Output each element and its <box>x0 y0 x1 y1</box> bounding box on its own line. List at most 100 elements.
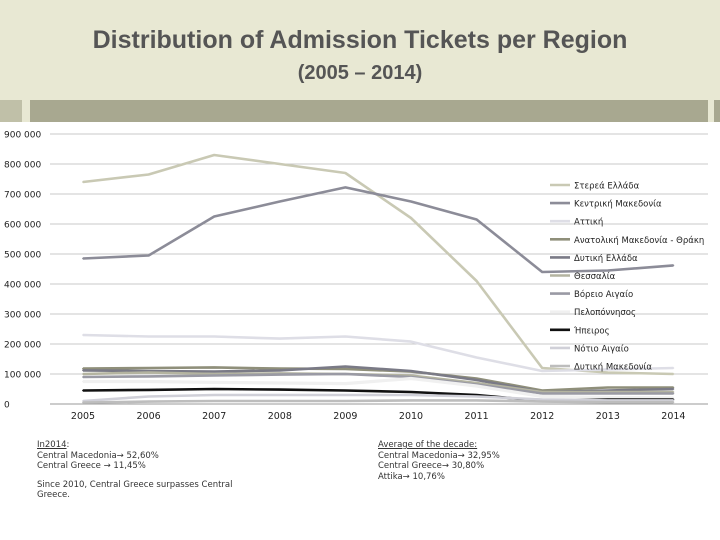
legend: Στερεά Ελλάδα Κεντρική Μακεδονία Αττική Ανα… <box>550 182 704 373</box>
data-point <box>606 399 609 402</box>
data-point <box>344 186 347 189</box>
data-point <box>278 394 281 396</box>
data-point <box>147 389 150 391</box>
note-2014-heading: In2014 <box>37 440 67 450</box>
data-point <box>213 335 216 338</box>
y-tick-label: 100 000 <box>4 371 41 381</box>
data-point <box>410 394 412 396</box>
legend-label: Ανατολική Μακεδονία - Θράκη <box>574 236 704 246</box>
data-point <box>147 335 150 338</box>
data-point <box>213 366 216 369</box>
data-point <box>410 391 412 393</box>
series-line <box>82 372 674 395</box>
data-point <box>606 401 609 404</box>
x-tick-label: 2012 <box>530 411 554 422</box>
data-point <box>344 373 347 375</box>
data-point <box>213 381 216 384</box>
data-point <box>344 400 347 402</box>
data-point <box>147 173 150 176</box>
data-point <box>278 400 281 402</box>
data-point <box>475 280 478 282</box>
data-point <box>606 371 609 374</box>
y-tick-label: 400 000 <box>4 281 41 291</box>
data-point <box>606 392 609 395</box>
data-point <box>147 380 150 383</box>
data-point <box>82 401 84 404</box>
chart-subtitle: (2005 – 2014) <box>297 62 423 84</box>
x-tick-label: 2006 <box>137 411 161 422</box>
data-point <box>672 399 675 402</box>
data-point <box>541 392 544 395</box>
data-point <box>344 368 347 370</box>
note-decade-line1: Central Macedonia→ 32,95% <box>378 450 500 461</box>
legend-label: Βόρειο Αιγαίο <box>574 289 633 300</box>
x-axis-ticks: 2005 2006 2007 2008 2009 2010 2011 2012 2013 2014 <box>71 411 686 422</box>
note-decade-heading: Average of the decade: <box>378 440 478 450</box>
data-point <box>82 181 84 183</box>
data-point <box>213 388 216 390</box>
data-point <box>147 375 150 378</box>
data-point <box>213 400 216 402</box>
data-point <box>410 217 412 219</box>
note-2014-line1: Central Macedonia→ 52,60% <box>37 450 159 461</box>
data-point <box>278 369 281 372</box>
legend-label: Κεντρική Μακεδονία <box>574 200 662 210</box>
note-2014-line3: Since 2010, Central Greece surpasses Cen… <box>37 479 233 501</box>
series-line <box>82 186 674 274</box>
data-point <box>147 254 150 257</box>
x-tick-label: 2011 <box>465 411 489 422</box>
x-tick-label: 2005 <box>71 411 95 422</box>
data-point <box>475 399 478 402</box>
data-point <box>672 392 675 395</box>
x-tick-label: 2007 <box>202 411 226 422</box>
data-point <box>475 395 478 398</box>
data-point <box>672 367 675 369</box>
data-point <box>344 365 347 368</box>
legend-label: Αττική <box>574 218 603 228</box>
data-point <box>475 356 478 359</box>
data-point <box>278 388 281 391</box>
data-point <box>410 377 412 380</box>
x-tick-label: 2010 <box>399 411 423 422</box>
data-point <box>606 269 609 272</box>
data-point <box>213 154 216 156</box>
data-point <box>606 396 609 399</box>
data-point <box>278 382 281 384</box>
data-point <box>278 337 281 340</box>
y-tick-label: 300 000 <box>4 311 41 321</box>
x-tick-label: 2014 <box>661 411 685 422</box>
data-point <box>475 379 478 381</box>
note-2014-line2: Central Greece → 11,45% <box>37 461 146 471</box>
legend-label: Στερεά Ελλάδα <box>574 182 640 192</box>
series-line <box>83 376 674 400</box>
data-point <box>672 388 675 390</box>
data-point <box>410 200 412 203</box>
series-line <box>82 366 674 392</box>
note-2014-colon: : <box>66 440 70 450</box>
data-point <box>278 367 281 370</box>
x-tick-label: 2008 <box>268 411 292 422</box>
data-point <box>344 389 347 392</box>
data-point <box>541 367 544 369</box>
data-point <box>213 215 216 218</box>
data-point <box>410 340 412 343</box>
data-point <box>82 257 84 260</box>
x-tick-label: 2013 <box>596 411 620 422</box>
data-point <box>475 218 478 221</box>
data-point <box>147 400 150 403</box>
data-point <box>410 399 412 402</box>
y-tick-label: 0 <box>4 401 10 411</box>
data-point <box>147 367 150 369</box>
data-point <box>147 395 150 398</box>
legend-label: Ήπειρος <box>573 325 610 336</box>
series-line <box>82 333 674 373</box>
data-point <box>541 398 544 401</box>
y-tick-label: 800 000 <box>4 161 41 171</box>
note-decade-line2: Central Greece→ 30,80% <box>378 461 485 471</box>
data-point <box>82 380 84 383</box>
y-tick-label: 700 000 <box>4 191 41 201</box>
header: Distribution of Admission Tickets per Re… <box>0 0 720 122</box>
data-point <box>541 395 544 398</box>
data-point <box>344 335 347 338</box>
